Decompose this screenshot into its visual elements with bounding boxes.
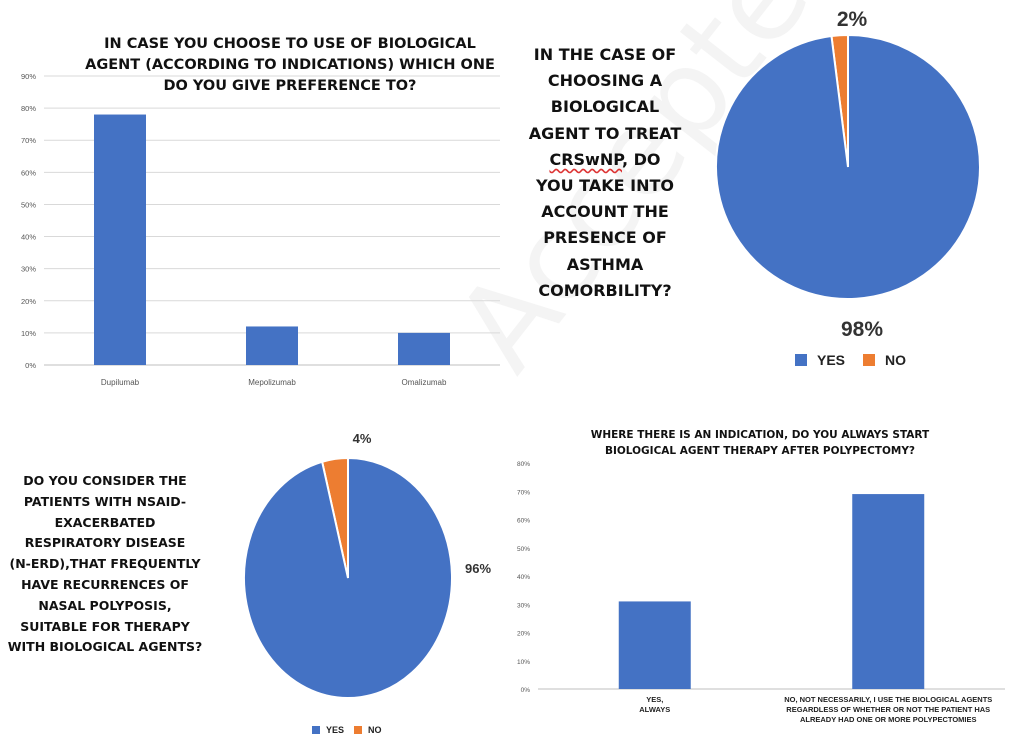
bar <box>246 326 298 365</box>
chart-3-question-line: SUITABLE FOR THERAPY <box>20 618 190 634</box>
chart-3-question-line: EXACERBATED <box>54 514 156 530</box>
legend-label-no: NO <box>368 725 382 735</box>
y-tick-label: 10% <box>517 659 530 666</box>
chart-1-title-line: AGENT (ACCORDING TO INDICATIONS) WHICH O… <box>85 57 495 73</box>
chart-2-question-line: AGENT TO TREAT <box>528 123 682 143</box>
data-label-yes: 98% <box>841 318 883 341</box>
chart-4-title-line: BIOLOGICAL AGENT THERAPY AFTER POLYPECTO… <box>604 445 916 457</box>
chart-3-question-line: HAVE RECURRENCES OF <box>21 576 189 592</box>
chart-3-question-line: NASAL POLYPOSIS, <box>38 597 172 613</box>
legend-swatch-no <box>863 354 876 366</box>
chart-3-question-line: DO YOU CONSIDER THE <box>23 473 187 488</box>
legend-label-yes: YES <box>817 352 846 368</box>
y-tick-label: 40% <box>517 574 530 581</box>
chart-3-svg: 4% 96% <box>243 431 491 699</box>
y-tick-label: 50% <box>517 546 530 553</box>
y-tick-label: 60% <box>21 168 36 177</box>
chart-1-title-line: DO YOU GIVE PREFERENCE TO? <box>163 78 417 94</box>
chart-3-question-line: WITH BIOLOGICAL AGENTS? <box>7 639 203 655</box>
data-label-no: 2% <box>837 8 868 31</box>
x-category-label: NO, NOT NECESSARILY, I USE THE BIOLOGICA… <box>784 695 992 704</box>
chart-4-title: WHERE THERE IS AN INDICATION, DO YOU ALW… <box>550 427 970 459</box>
legend-swatch-no <box>354 726 363 734</box>
y-tick-label: 0% <box>25 361 36 370</box>
chart-2-question: IN THE CASE OF CHOOSING A BIOLOGICAL AGE… <box>510 42 700 304</box>
bar <box>94 114 146 366</box>
legend-swatch-yes <box>795 354 807 366</box>
x-category-label: YES, <box>646 695 663 704</box>
y-tick-label: 20% <box>21 297 36 306</box>
chart-2-question-line: IN THE CASE OF <box>533 45 677 64</box>
y-tick-label: 10% <box>21 329 36 338</box>
chart-2-svg: 2% 98% <box>715 8 981 341</box>
y-tick-label: 70% <box>517 489 530 496</box>
chart-3-question: DO YOU CONSIDER THE PATIENTS WITH NSAID-… <box>0 471 210 658</box>
legend-label-no: NO <box>885 352 907 368</box>
chart-1-title-line: IN CASE YOU CHOOSE TO USE OF BIOLOGICAL <box>104 36 476 52</box>
chart-4-svg: 0% 10% 20% 30% 40% 50% 60% 70% 80% YES,ALWAYS NO, … <box>517 461 1005 724</box>
y-tick-label: 60% <box>517 518 530 525</box>
x-category-label: Mepolizumab <box>248 378 296 387</box>
chart-3-question-line: RESPIRATORY DISEASE <box>24 535 186 551</box>
y-tick-label: 70% <box>21 136 36 145</box>
chart-1-title: IN CASE YOU CHOOSE TO USE OF BIOLOGICAL … <box>80 34 500 97</box>
x-category-label: REGARDLESS OF WHETHER OR NOT THE PATIENT… <box>786 705 990 714</box>
chart-2-question-line: ASTHMA <box>566 254 644 274</box>
y-tick-label: 80% <box>517 461 530 468</box>
chart-2-panel: IN THE CASE OF CHOOSING A BIOLOGICAL AGE… <box>510 0 1019 400</box>
data-label-yes: 96% <box>465 561 491 576</box>
legend-swatch-yes <box>312 726 320 734</box>
bar <box>852 494 925 689</box>
y-tick-label: 40% <box>21 233 36 242</box>
chart-3-panel: DO YOU CONSIDER THE PATIENTS WITH NSAID-… <box>0 405 510 738</box>
pie-slice-yes <box>715 33 981 300</box>
y-tick-label: 30% <box>517 602 530 609</box>
chart-1-panel: IN CASE YOU CHOOSE TO USE OF BIOLOGICAL … <box>0 0 510 400</box>
chart-3-question-line: (N-ERD),THAT FREQUENTLY <box>9 556 201 572</box>
chart-3-legend: YES NO <box>312 725 382 735</box>
chart-2-legend: YES NO <box>795 352 906 368</box>
legend-label-yes: YES <box>326 725 345 735</box>
y-tick-label: 90% <box>21 72 36 81</box>
bar <box>618 601 691 689</box>
x-category-label: ALREADY HAD ONE OR MORE POLYPECTOMIES <box>800 715 977 724</box>
chart-2-question-line: PRESENCE OF <box>543 228 667 248</box>
bar <box>398 332 450 365</box>
chart-4-panel: WHERE THERE IS AN INDICATION, DO YOU ALW… <box>500 405 1019 738</box>
chart-2-question-line: ACCOUNT THE <box>541 202 669 222</box>
y-tick-label: 0% <box>521 687 531 694</box>
chart-2-question-line: YOU TAKE INTO <box>536 176 674 196</box>
chart-2-question-line: COMORBILITY? <box>538 280 672 300</box>
pie-slice-yes <box>243 456 453 699</box>
y-tick-label: 80% <box>21 104 36 113</box>
chart-2-question-line: CRSwNP, DO <box>549 149 661 169</box>
x-category-label: ALWAYS <box>639 705 670 714</box>
crswnp-term: CRSwNP <box>549 149 622 169</box>
y-tick-label: 20% <box>517 631 530 638</box>
chart-2-question-line: CHOOSING A <box>547 71 663 91</box>
y-tick-label: 30% <box>21 265 36 274</box>
chart-4-title-line: WHERE THERE IS AN INDICATION, DO YOU ALW… <box>590 429 930 441</box>
chart-2-question-line: BIOLOGICAL <box>550 97 660 117</box>
y-tick-label: 50% <box>21 200 36 209</box>
chart-3-question-line: PATIENTS WITH NSAID- <box>23 493 187 509</box>
x-category-label: Dupilumab <box>101 378 140 387</box>
x-category-label: Omalizumab <box>402 378 447 387</box>
chart-1-svg: 0% 10% 20% 30% 40% 50% 60% 70% 80% 90% Dupilumab Me… <box>21 72 500 387</box>
data-label-no: 4% <box>353 431 372 446</box>
